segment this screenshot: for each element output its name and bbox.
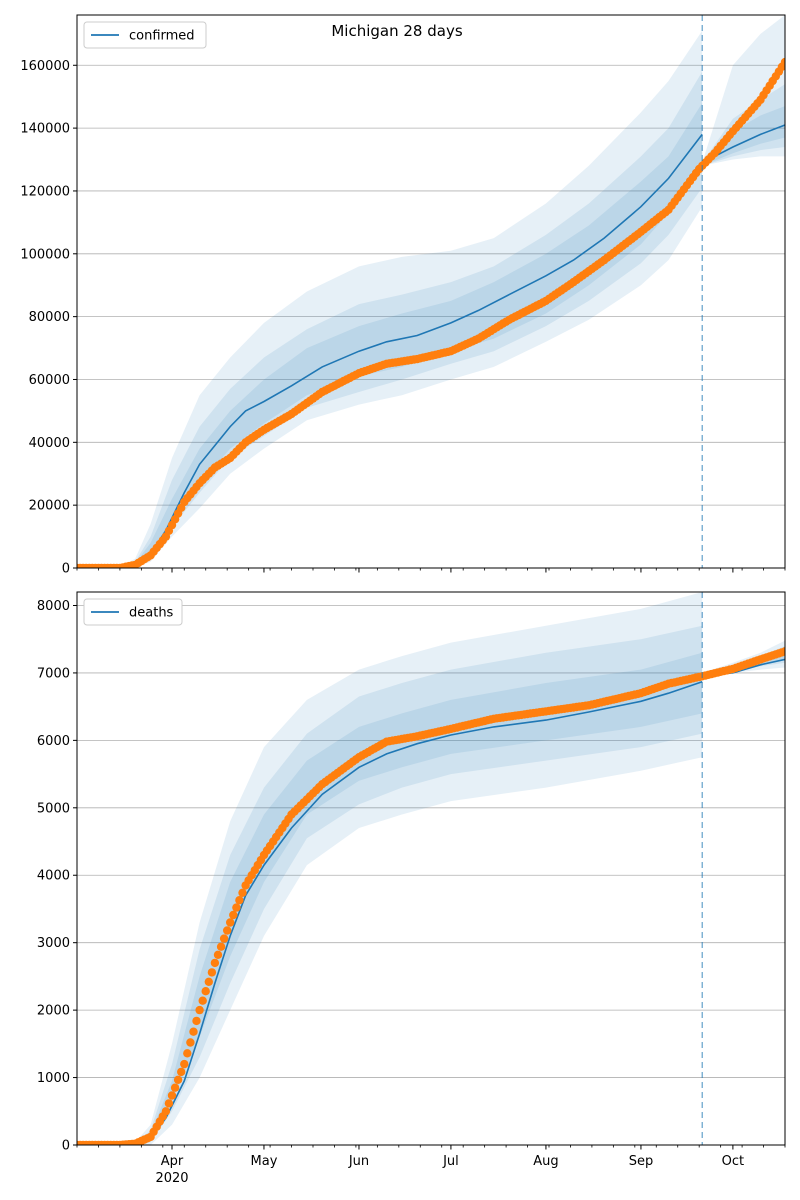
y-tick-label: 120000 — [20, 184, 70, 199]
observed-point — [780, 647, 785, 656]
y-tick-label: 3000 — [37, 936, 70, 951]
x-tick-label: Jun — [348, 1154, 369, 1169]
observed-point — [207, 968, 217, 977]
observed-point — [232, 903, 241, 912]
observed-point — [195, 1005, 204, 1015]
observed-point — [223, 926, 232, 935]
y-tick-label: 60000 — [29, 373, 70, 388]
observed-point — [204, 977, 213, 986]
uncertainty-band — [77, 592, 703, 1145]
y-tick-label: 80000 — [29, 310, 70, 325]
plot-area — [77, 592, 785, 1145]
uncertainty-band — [77, 103, 703, 568]
y-tick-label: 20000 — [29, 499, 70, 514]
figure-title: Michigan 28 days — [331, 22, 462, 40]
axes-frame — [76, 14, 786, 569]
observed-point — [198, 996, 207, 1005]
observed-point — [183, 1049, 192, 1058]
observed-point — [164, 1099, 174, 1108]
observed-point — [173, 1075, 183, 1085]
y-tick-label: 0 — [62, 1139, 70, 1154]
observed-point — [216, 942, 226, 951]
observed-point — [177, 1067, 186, 1077]
y-tick-label: 140000 — [20, 122, 70, 137]
y-tick-label: 5000 — [37, 801, 70, 816]
legend-label: confirmed — [129, 29, 195, 44]
confirmed-panel: 0 20000 40000 60000 80000 100000 120000 140000 1… — [20, 14, 786, 577]
y-tick-label: 100000 — [20, 247, 70, 262]
x-tick-label: Jul — [442, 1154, 459, 1169]
uncertainty-band — [77, 30, 703, 568]
axes-frame — [76, 591, 786, 1146]
y-tick-label: 40000 — [29, 436, 70, 451]
observed-point — [210, 958, 220, 968]
y-tick-label: 1000 — [37, 1071, 70, 1086]
observed-point — [192, 1016, 201, 1026]
y-tick-label: 6000 — [37, 734, 70, 749]
y-tick-label: 8000 — [37, 599, 70, 614]
x-tick-label: Oct — [722, 1154, 744, 1169]
y-tick-label: 160000 — [20, 59, 70, 74]
uncertainty-band — [702, 15, 785, 166]
observed-point — [186, 1038, 195, 1047]
x-tick-label: May — [251, 1154, 278, 1169]
x-tick-label: Aug — [533, 1154, 558, 1169]
uncertainty-band — [77, 71, 703, 568]
deaths-panel: 0 1000 2000 3000 4000 5000 6000 7000 8000 Apr May J… — [37, 591, 786, 1186]
observed-point — [161, 1107, 171, 1116]
observed-point — [238, 888, 247, 897]
y-tick-label: 7000 — [37, 666, 70, 681]
x-tick-label: Apr — [161, 1154, 184, 1169]
observed-point — [229, 910, 238, 920]
uncertainty-band — [702, 640, 785, 675]
x-tick-label: Sep — [629, 1154, 654, 1169]
y-tick-label: 4000 — [37, 869, 70, 884]
y-tick-label: 0 — [62, 562, 70, 577]
observed-point — [226, 918, 235, 927]
x-year-label: 2020 — [155, 1171, 188, 1186]
observed-point — [213, 950, 223, 959]
uncertainty-band — [77, 625, 703, 1145]
observed-point — [219, 934, 229, 943]
uncertainty-band — [702, 106, 785, 166]
observed-point — [189, 1027, 198, 1036]
observed-point — [235, 896, 244, 905]
plot-area — [77, 15, 785, 568]
observed-point — [180, 1059, 189, 1069]
observed-point — [167, 1091, 177, 1100]
observed-point — [780, 57, 785, 67]
observed-point — [170, 1083, 180, 1092]
observed-point — [201, 987, 210, 996]
y-tick-label: 2000 — [37, 1004, 70, 1019]
legend-box — [83, 21, 207, 49]
legend-label: deaths — [129, 606, 174, 621]
legend-box — [83, 598, 183, 626]
